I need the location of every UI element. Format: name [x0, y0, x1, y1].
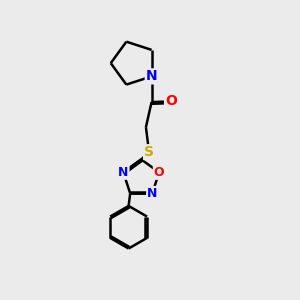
Text: O: O: [165, 94, 177, 108]
Text: N: N: [118, 166, 128, 179]
Text: N: N: [146, 69, 158, 83]
Text: O: O: [154, 166, 164, 179]
Text: N: N: [147, 187, 158, 200]
Text: S: S: [144, 145, 154, 159]
